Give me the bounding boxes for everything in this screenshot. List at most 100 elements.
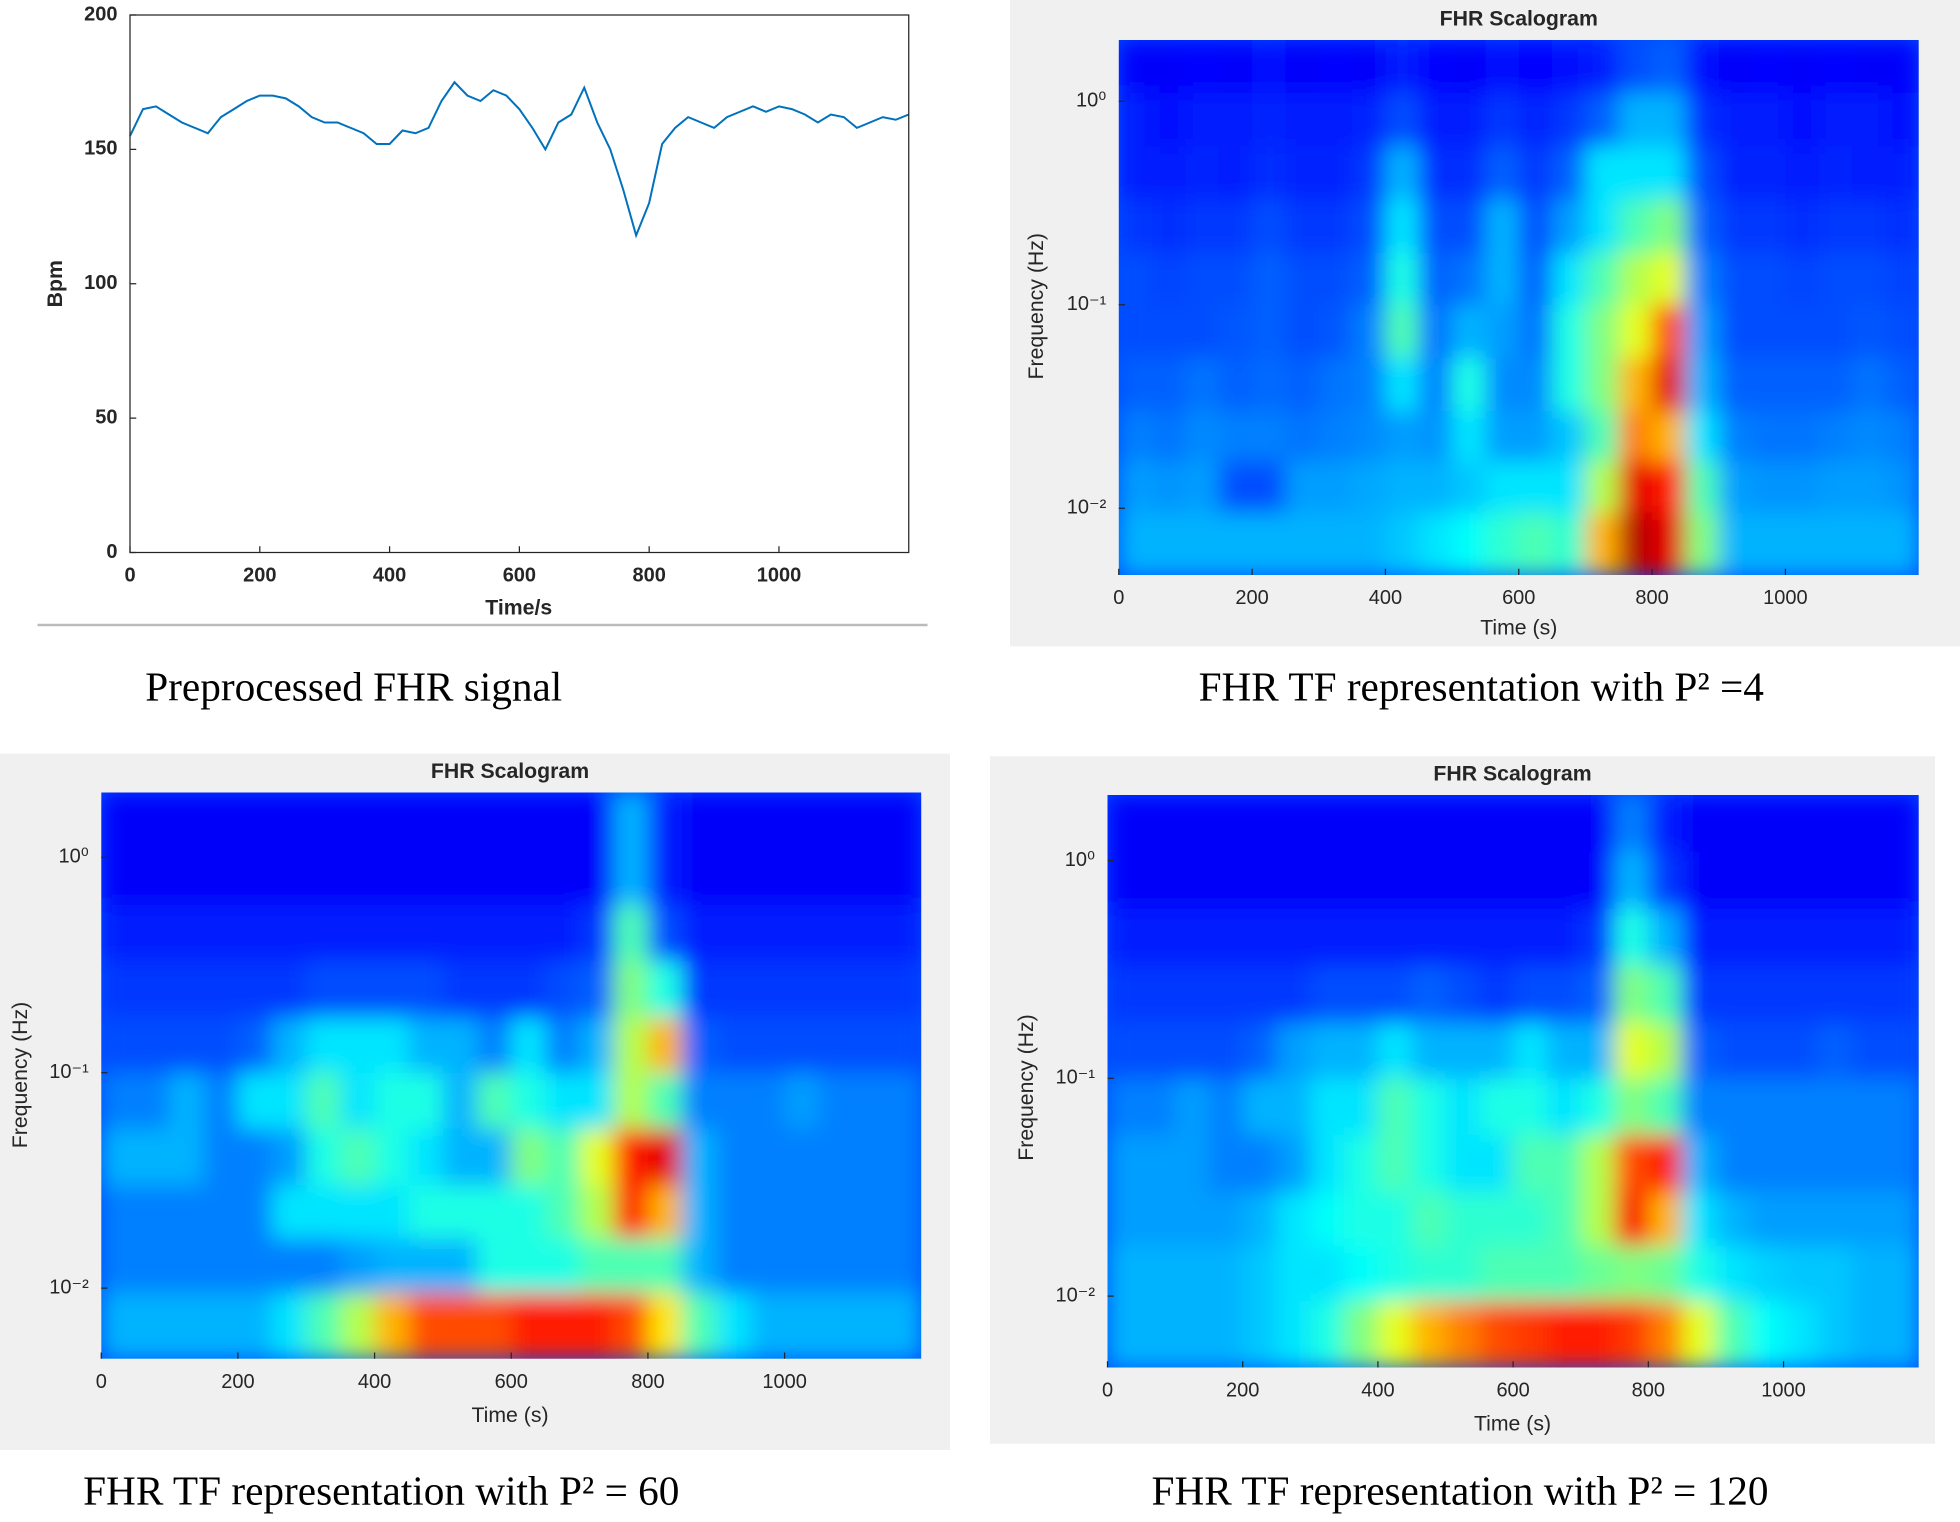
heatmap-cell <box>442 1292 478 1359</box>
heatmap-cell <box>1208 1192 1244 1247</box>
heatmap-cell <box>1818 357 1853 412</box>
heatmap-cell <box>1851 1078 1886 1136</box>
heatmap-cell <box>272 961 307 1019</box>
x-tick-label: 600 <box>503 565 536 587</box>
heatmap-cell <box>1118 304 1153 359</box>
heatmap-cell <box>784 1017 820 1074</box>
heatmap-cell <box>1218 357 1253 412</box>
heatmap-cell <box>1648 965 1683 1024</box>
heatmap-cell <box>784 792 820 850</box>
heatmap-cell <box>1818 146 1853 200</box>
heatmap-cell <box>442 792 478 850</box>
panel: 0 200 400 600 800 1000 10⁰ 10⁻¹ 10⁻² FHR Scalogra… <box>0 753 950 1513</box>
heatmap-cell <box>1618 146 1653 200</box>
heatmap-cell <box>1310 851 1345 910</box>
heatmap-cell <box>818 1128 854 1186</box>
heatmap-cell <box>1344 1192 1379 1247</box>
heatmap-cell <box>1310 1022 1345 1079</box>
heatmap-cell <box>647 792 683 850</box>
heatmap-cell <box>477 961 512 1019</box>
heatmap-cell <box>750 1072 786 1130</box>
heatmap-cell <box>613 848 649 906</box>
x-tick-label: 600 <box>1502 587 1535 609</box>
heatmap-cell <box>169 792 205 850</box>
heatmap-cell <box>1485 411 1520 462</box>
heatmap-cell <box>1785 512 1820 576</box>
heatmap-cell <box>1885 92 1919 148</box>
heatmap-cell <box>1479 1245 1514 1302</box>
y-axis-label: Frequency (Hz) <box>8 1002 32 1148</box>
y-tick-label: 0 <box>106 541 117 563</box>
heatmap-cell <box>1718 461 1753 514</box>
heatmap-cell <box>887 961 922 1019</box>
heatmap-cell <box>613 1072 649 1130</box>
heatmap-cell <box>1552 357 1587 412</box>
panel: 0 200 400 600 800 1000 10⁰ 10⁻¹ 10⁻² FHR Scalogra… <box>990 756 1935 1513</box>
heatmap-cell <box>887 1072 922 1130</box>
heatmap-cell <box>1580 1300 1616 1368</box>
heatmap-cell <box>1107 1245 1142 1302</box>
heatmap-cell <box>1452 199 1487 254</box>
heatmap-cell <box>1352 357 1387 412</box>
heatmap-cell <box>203 1238 239 1294</box>
heatmap-cell <box>1242 795 1278 853</box>
heatmap-cell <box>1485 512 1520 576</box>
heatmap-cell <box>1208 965 1244 1024</box>
heatmap-cell <box>1310 1300 1345 1368</box>
heatmap-cell <box>1718 304 1753 359</box>
heatmap-cell <box>1652 304 1687 359</box>
heatmap-cell <box>1385 304 1420 359</box>
heatmap-cell <box>1614 1078 1649 1136</box>
heatmap-cell <box>477 792 512 850</box>
heatmap-cell <box>1152 357 1187 412</box>
heatmap-cell <box>1783 851 1818 910</box>
heatmap-cell <box>1817 1192 1852 1247</box>
heatmap-cell <box>682 1238 717 1294</box>
heatmap-cell <box>1175 1300 1210 1368</box>
heatmap-cell <box>1785 252 1820 306</box>
heatmap-cell <box>1852 146 1887 200</box>
heatmap-cell <box>1715 1022 1751 1079</box>
panel: 0 200 400 600 800 1000 0 50 100 150 200 Time/s Bpm Pr… <box>37 0 928 710</box>
heatmap-cell <box>1513 965 1548 1024</box>
x-tick-label: 400 <box>1361 1380 1394 1402</box>
heatmap-cell <box>1851 908 1886 967</box>
heatmap-cell <box>1218 146 1253 200</box>
heatmap-cell <box>1152 252 1187 306</box>
heatmap-cell <box>272 792 307 850</box>
heatmap-cell <box>306 1017 342 1074</box>
x-tick-label: 800 <box>1635 587 1668 609</box>
heatmap-cell <box>306 792 342 850</box>
heatmap-cell <box>887 1292 922 1359</box>
heatmap-cell <box>682 1017 717 1074</box>
heatmap-cell <box>852 1017 888 1074</box>
heatmap-cell <box>1682 795 1717 853</box>
heatmap-cells <box>1118 40 1919 576</box>
heatmap-cell <box>1718 357 1753 412</box>
heatmap-cell <box>1614 1245 1649 1302</box>
heatmap-cell <box>682 1185 717 1240</box>
heatmap-cell <box>1885 411 1919 462</box>
heatmap-cell <box>1546 795 1582 853</box>
heatmap-cell <box>1685 411 1720 462</box>
heatmap-cell <box>1585 146 1620 200</box>
heatmap-cell <box>1352 199 1387 254</box>
heatmap-cell <box>1652 92 1687 148</box>
heatmap-cell <box>237 905 273 962</box>
heatmap-cell <box>1285 512 1320 576</box>
heatmap-cell <box>1518 146 1553 200</box>
heatmap-cell <box>1218 304 1253 359</box>
heatmap-cell <box>716 1072 752 1130</box>
x-axis-label: Time/s <box>485 595 552 619</box>
heatmap-cell <box>1752 512 1787 576</box>
y-axis-label: Bpm <box>43 260 67 307</box>
heatmap-cell <box>1118 411 1153 462</box>
heatmap-cell <box>647 1292 683 1359</box>
chart-title: FHR Scalogram <box>1440 7 1598 31</box>
heatmap-cell <box>682 792 717 850</box>
heatmap-cell <box>545 848 581 906</box>
heatmap-cell <box>887 792 922 850</box>
heatmap-cell <box>1252 304 1287 359</box>
heatmap-cell <box>1385 357 1420 412</box>
heatmap-cell <box>1485 92 1520 148</box>
